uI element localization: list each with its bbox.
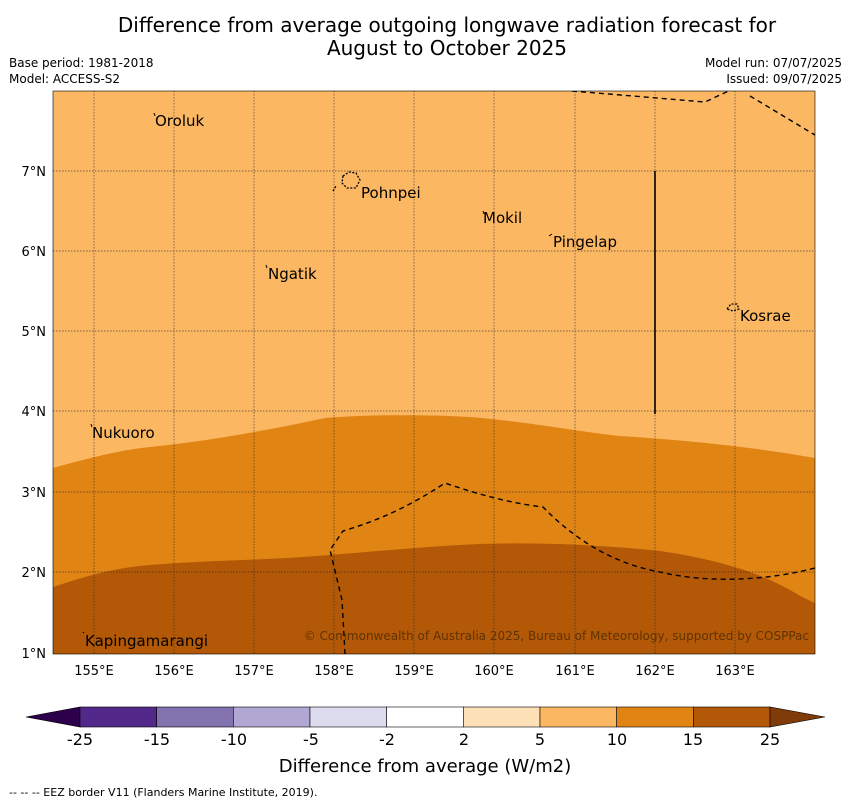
lat-tick: 1°N bbox=[22, 647, 47, 662]
place-label: Pohnpei bbox=[361, 184, 421, 202]
lon-tick: 157°E bbox=[234, 664, 274, 679]
colorbar-tick: 2 bbox=[459, 730, 469, 749]
colorbar-tick: -5 bbox=[303, 730, 319, 749]
place-label: Kosrae bbox=[740, 307, 791, 325]
graticule bbox=[53, 91, 815, 654]
colorbar-swatch bbox=[463, 706, 541, 728]
colorbar-swatch bbox=[79, 706, 157, 728]
colorbar bbox=[25, 706, 826, 728]
colorbar-tick: 25 bbox=[760, 730, 780, 749]
place-labels: Oroluk Pohnpei Mokil Pingelap Ngatik Kos… bbox=[85, 112, 791, 650]
colorbar-tick: 5 bbox=[535, 730, 545, 749]
meta-right: Model run: 07/07/2025 Issued: 09/07/2025 bbox=[705, 55, 842, 87]
colorbar-swatch bbox=[616, 706, 694, 728]
place-label: Ngatik bbox=[268, 265, 317, 283]
colorbar-labels: -25 -15 -10 -5 -2 2 5 10 15 25 bbox=[67, 730, 780, 749]
island-markers bbox=[82, 112, 553, 634]
colorbar-tick: -25 bbox=[67, 730, 93, 749]
place-label: Oroluk bbox=[155, 112, 204, 130]
place-label: Mokil bbox=[483, 209, 522, 227]
band-15-25 bbox=[53, 543, 815, 654]
lon-tick: 158°E bbox=[314, 664, 354, 679]
colorbar-label: Difference from average (W/m2) bbox=[279, 756, 571, 777]
colorbar-tick: -15 bbox=[144, 730, 170, 749]
base-period: Base period: 1981-2018 bbox=[9, 56, 154, 70]
colorbar-swatch bbox=[156, 706, 234, 728]
eez-border bbox=[329, 91, 815, 654]
copyright-notice: © Commonwealth of Australia 2025, Bureau… bbox=[304, 629, 809, 643]
colorbar-tick: 15 bbox=[683, 730, 703, 749]
lat-tick: 2°N bbox=[22, 566, 47, 581]
colorbar-tick: 10 bbox=[607, 730, 627, 749]
colorbar-swatch bbox=[309, 706, 387, 728]
map-title: Difference from average outgoing longwav… bbox=[0, 14, 850, 60]
lat-tick: 3°N bbox=[22, 486, 47, 501]
lon-tick: 155°E bbox=[74, 664, 114, 679]
colorbar-swatch bbox=[693, 706, 771, 728]
place-label: Nukuoro bbox=[92, 424, 155, 442]
title-line-1: Difference from average outgoing longwav… bbox=[117, 13, 777, 37]
lat-tick: 6°N bbox=[22, 245, 47, 260]
island-outlines bbox=[332, 171, 740, 312]
colorbar-swatch bbox=[386, 706, 464, 728]
meta-left: Base period: 1981-2018 Model: ACCESS-S2 bbox=[9, 55, 154, 87]
lon-tick: 159°E bbox=[394, 664, 434, 679]
lon-tick: 161°E bbox=[555, 664, 595, 679]
lat-tick: 7°N bbox=[22, 165, 47, 180]
lon-tick: 156°E bbox=[154, 664, 194, 679]
place-label: Kapingamarangi bbox=[85, 632, 208, 650]
longitude-ticks: 155°E 156°E 157°E 158°E 159°E 160°E 161°… bbox=[74, 664, 755, 679]
lon-tick: 160°E bbox=[474, 664, 514, 679]
latitude-ticks: 7°N 6°N 5°N 4°N 3°N 2°N 1°N bbox=[22, 165, 47, 662]
place-label: Pingelap bbox=[553, 233, 617, 251]
model-name: Model: ACCESS-S2 bbox=[9, 72, 121, 86]
colorbar-swatch bbox=[539, 706, 617, 728]
colorbar-under-arrow bbox=[25, 706, 81, 728]
issued-date: Issued: 09/07/2025 bbox=[726, 72, 842, 86]
colorbar-tick: -2 bbox=[379, 730, 395, 749]
lon-tick: 162°E bbox=[635, 664, 675, 679]
map-area bbox=[53, 91, 815, 654]
map-frame bbox=[52, 90, 816, 655]
title-line-2: August to October 2025 bbox=[326, 36, 568, 60]
colorbar-over-arrow bbox=[769, 706, 826, 728]
colorbar-swatch bbox=[233, 706, 311, 728]
model-run: Model run: 07/07/2025 bbox=[704, 56, 842, 70]
lon-tick: 163°E bbox=[715, 664, 755, 679]
colorbar-tick: -10 bbox=[221, 730, 247, 749]
lat-tick: 4°N bbox=[22, 405, 47, 420]
eez-legend-note: -- -- -- EEZ border V11 (Flanders Marine… bbox=[9, 786, 318, 799]
lat-tick: 5°N bbox=[22, 325, 47, 340]
